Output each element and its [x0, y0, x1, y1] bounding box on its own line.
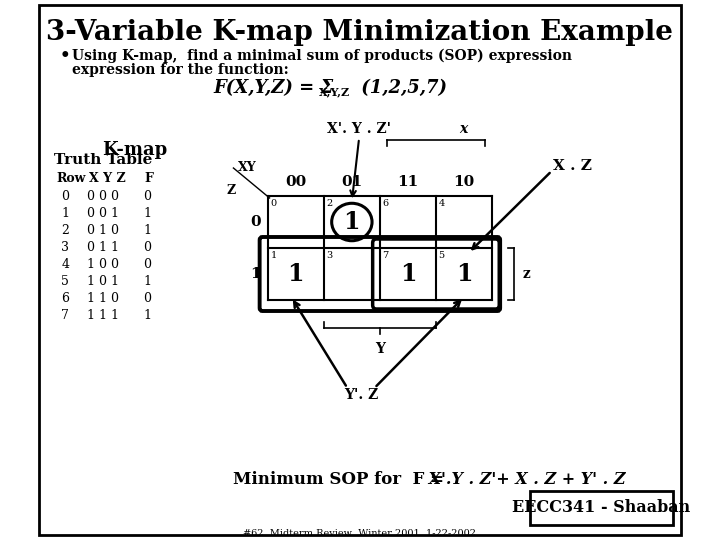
Text: 0: 0	[143, 292, 151, 305]
Text: 01: 01	[341, 175, 362, 189]
Text: K-map: K-map	[102, 141, 168, 159]
Text: •: •	[60, 47, 71, 65]
Text: 0: 0	[271, 199, 276, 208]
Text: 4: 4	[61, 258, 69, 271]
Text: #62  Midterm Review  Winter 2001  1-22-2002: #62 Midterm Review Winter 2001 1-22-2002	[243, 529, 477, 537]
Text: X Y Z: X Y Z	[89, 172, 125, 185]
Text: Using K-map,  find a minimal sum of products (SOP) expression: Using K-map, find a minimal sum of produ…	[73, 49, 572, 63]
Text: (1,2,5,7): (1,2,5,7)	[356, 79, 447, 97]
Text: 1 1 0: 1 1 0	[87, 292, 120, 305]
Text: F: F	[145, 172, 153, 185]
Text: 7: 7	[61, 309, 69, 322]
Text: 0: 0	[143, 258, 151, 271]
Text: 1: 1	[143, 207, 151, 220]
Text: EECC341 - Shaaban: EECC341 - Shaaban	[513, 500, 690, 516]
Text: expression for the function:: expression for the function:	[73, 63, 289, 77]
Text: 3-Variable K-map Minimization Example: 3-Variable K-map Minimization Example	[47, 18, 673, 45]
Text: 5: 5	[438, 251, 445, 260]
Text: 1: 1	[250, 267, 261, 281]
Text: z: z	[523, 267, 531, 281]
Text: 1: 1	[143, 224, 151, 237]
Text: 1: 1	[271, 251, 276, 260]
Text: 3: 3	[61, 241, 69, 254]
Text: 6: 6	[61, 292, 69, 305]
Text: 10: 10	[454, 175, 474, 189]
Text: Truth Table: Truth Table	[55, 153, 153, 167]
Text: 1: 1	[287, 262, 304, 286]
Text: Y'. Z: Y'. Z	[343, 388, 378, 402]
Text: F(X,Y,Z) = Σ: F(X,Y,Z) = Σ	[214, 79, 334, 97]
Text: Z: Z	[227, 185, 236, 198]
Text: 2: 2	[327, 199, 333, 208]
Text: 1: 1	[143, 275, 151, 288]
Text: 0: 0	[250, 215, 261, 229]
Text: 5: 5	[61, 275, 69, 288]
Text: X'.Y . Z'+ X . Z + Y' . Z: X'.Y . Z'+ X . Z + Y' . Z	[423, 471, 626, 489]
Text: x: x	[459, 122, 467, 136]
Text: 1: 1	[400, 262, 416, 286]
Text: 1 1 1: 1 1 1	[87, 309, 120, 322]
Text: 1: 1	[343, 210, 360, 234]
Text: 0: 0	[143, 241, 151, 254]
Text: X . Z: X . Z	[554, 159, 593, 173]
Text: X'. Y . Z': X'. Y . Z'	[327, 122, 391, 136]
Text: 0: 0	[143, 190, 151, 203]
Text: 0 1 1: 0 1 1	[87, 241, 120, 254]
Text: 0 1 0: 0 1 0	[87, 224, 120, 237]
Text: 1: 1	[61, 207, 69, 220]
Bar	[530, 491, 673, 525]
Text: 1 0 0: 1 0 0	[87, 258, 120, 271]
Text: XY: XY	[238, 161, 257, 174]
Text: 00: 00	[285, 175, 307, 189]
Text: 2: 2	[61, 224, 69, 237]
Text: 1: 1	[143, 309, 151, 322]
Text: X,Y,Z: X,Y,Z	[319, 86, 351, 98]
Text: 7: 7	[382, 251, 389, 260]
Text: 0 0 0: 0 0 0	[87, 190, 120, 203]
Text: 3: 3	[327, 251, 333, 260]
Text: 0 0 1: 0 0 1	[87, 207, 120, 220]
Text: 6: 6	[382, 199, 389, 208]
Text: Row: Row	[56, 172, 86, 185]
Text: 0: 0	[61, 190, 69, 203]
Text: Y: Y	[375, 342, 385, 356]
Text: 1: 1	[456, 262, 472, 286]
Text: 4: 4	[438, 199, 445, 208]
Text: Minimum SOP for  F =: Minimum SOP for F =	[233, 471, 444, 489]
Text: 1 0 1: 1 0 1	[87, 275, 120, 288]
Text: 11: 11	[397, 175, 418, 189]
